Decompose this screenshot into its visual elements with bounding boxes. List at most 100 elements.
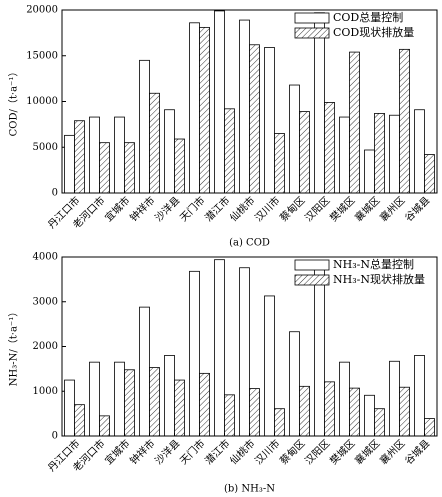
- x-tick-label: 谷城县: [403, 194, 433, 224]
- bar: [339, 116, 350, 194]
- bar: [124, 369, 135, 437]
- bar: [314, 261, 325, 437]
- caption: (a) COD: [229, 238, 270, 249]
- bar: [199, 26, 210, 194]
- bar: [139, 306, 150, 437]
- y-tick-label: 15000: [26, 50, 58, 61]
- bar: [164, 355, 175, 437]
- bar: [199, 372, 210, 437]
- x-tick-label: 天门市: [177, 437, 207, 467]
- bar: [299, 111, 310, 194]
- x-tick-label: 襄城区: [352, 194, 382, 224]
- bar: [274, 133, 285, 194]
- legend-label: NH₃-N总量控制: [333, 257, 414, 271]
- x-tick-label: 潜江市: [202, 437, 232, 467]
- bar: [249, 388, 260, 437]
- y-tick-label: 10000: [26, 96, 58, 107]
- bar: [324, 381, 335, 437]
- bar: [214, 259, 225, 437]
- bar: [349, 387, 360, 437]
- bar: [289, 84, 300, 194]
- bar: [149, 92, 160, 194]
- y-tick-label: 4000: [33, 252, 58, 263]
- legend-swatch: [294, 27, 330, 39]
- bar: [89, 116, 100, 194]
- bar: [414, 109, 425, 194]
- x-tick-label: 天门市: [177, 194, 207, 224]
- bar: [114, 361, 125, 437]
- x-tick-label: 汉阳区: [303, 194, 333, 224]
- legend-swatch: [294, 12, 330, 24]
- bar: [274, 408, 285, 437]
- y-tick-label: 1000: [33, 386, 58, 397]
- x-tick-label: 汉川市: [252, 194, 282, 224]
- x-tick-label: 蔡甸区: [277, 437, 307, 467]
- x-tick-label: 蔡甸区: [277, 194, 307, 224]
- plot-frame: [61, 9, 438, 194]
- y-tick-label: 20000: [26, 5, 58, 16]
- legend-swatch: [294, 274, 330, 286]
- bar: [214, 10, 225, 194]
- bar: [249, 44, 260, 194]
- y-axis-label: NH₃-N/（t·a⁻¹）: [8, 307, 20, 386]
- x-tick-label: 钟祥市: [127, 194, 157, 224]
- x-tick-label: 仙桃市: [227, 437, 257, 467]
- bar: [314, 12, 325, 194]
- bar: [114, 116, 125, 194]
- y-tick-label: 5000: [33, 142, 58, 153]
- bar: [264, 47, 275, 194]
- bar: [224, 108, 235, 194]
- bar: [139, 59, 150, 194]
- bar: [64, 134, 75, 194]
- bar: [239, 267, 250, 437]
- bar: [64, 379, 75, 437]
- x-tick-label: 仙桃市: [227, 194, 257, 224]
- bar: [74, 120, 85, 194]
- legend-label: COD总量控制: [333, 10, 403, 24]
- bar: [164, 109, 175, 194]
- bar: [374, 408, 385, 437]
- bar: [324, 102, 335, 194]
- bar: [374, 112, 385, 194]
- x-tick-label: 宜城市: [102, 437, 132, 467]
- x-tick-label: 钟祥市: [127, 437, 157, 467]
- legend-label: NH₃-N现状排放量: [333, 272, 425, 286]
- x-tick-label: 襄州区: [377, 194, 407, 224]
- bar: [99, 415, 110, 437]
- x-tick-label: 樊城区: [327, 194, 357, 224]
- y-axis-label: COD/（t·a⁻¹）: [8, 67, 20, 137]
- bar: [239, 19, 250, 194]
- bar: [264, 295, 275, 437]
- bar: [339, 361, 350, 437]
- bar: [189, 22, 200, 194]
- bar: [424, 418, 435, 437]
- bar: [189, 270, 200, 437]
- y-tick-label: 2000: [33, 341, 58, 352]
- legend-label: COD现状排放量: [333, 25, 414, 39]
- bar: [149, 367, 160, 437]
- plot-frame: [61, 256, 438, 437]
- x-tick-label: 潜江市: [202, 194, 232, 224]
- bar: [424, 154, 435, 194]
- x-tick-label: 沙洋县: [152, 437, 182, 467]
- bar: [299, 385, 310, 437]
- bar: [389, 114, 400, 194]
- caption: (b) NH₃-N: [224, 484, 275, 495]
- bar: [399, 48, 410, 194]
- bar: [174, 379, 185, 437]
- x-tick-label: 樊城区: [327, 437, 357, 467]
- x-tick-label: 沙洋县: [152, 194, 182, 224]
- bar: [174, 138, 185, 194]
- x-tick-label: 襄城区: [352, 437, 382, 467]
- bar: [389, 360, 400, 437]
- bar: [74, 404, 85, 437]
- x-tick-label: 汉川市: [252, 437, 282, 467]
- bar: [364, 394, 375, 437]
- bar: [124, 142, 135, 194]
- x-tick-label: 谷城县: [403, 437, 433, 467]
- bar: [289, 331, 300, 437]
- bar: [399, 386, 410, 437]
- bar: [349, 51, 360, 194]
- x-tick-label: 襄州区: [377, 437, 407, 467]
